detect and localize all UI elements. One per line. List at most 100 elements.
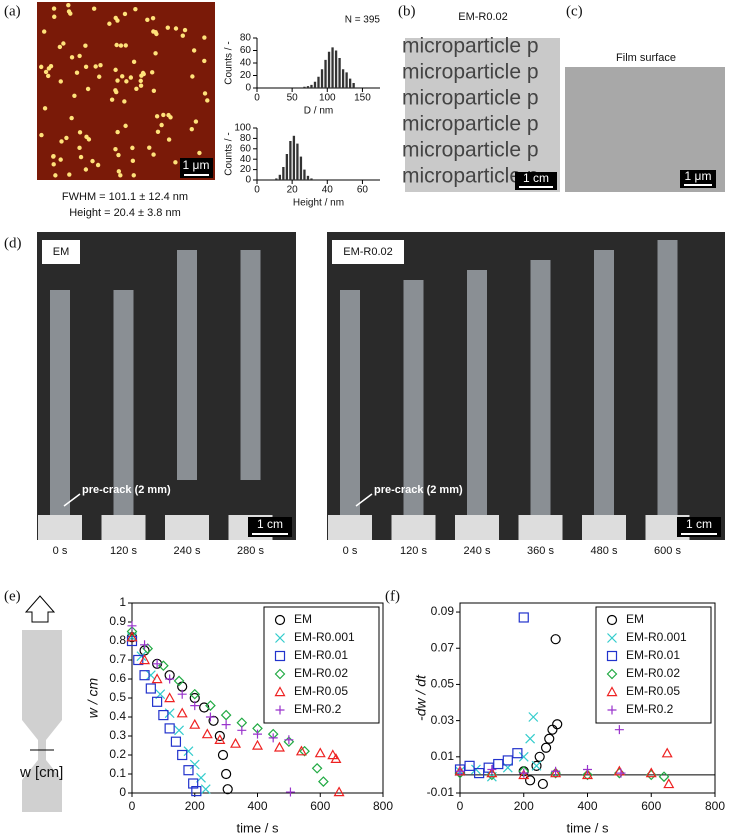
- legend-label: EM-R0.2: [626, 702, 674, 716]
- particle: [161, 112, 166, 118]
- specimen-schematic: [22, 630, 62, 812]
- bar: [275, 178, 278, 180]
- photo-text: microparticle p: [402, 113, 539, 136]
- specimen: [530, 260, 551, 520]
- time-label: 0 s: [343, 545, 358, 557]
- point: [314, 747, 326, 758]
- point: [581, 769, 594, 780]
- time-label: 360 s: [527, 545, 554, 557]
- point: [190, 701, 200, 711]
- point: [333, 786, 345, 797]
- point: [518, 751, 529, 762]
- photo-text: microparticle p: [402, 87, 539, 110]
- particle: [150, 15, 156, 21]
- point: [531, 760, 542, 771]
- point: [221, 768, 232, 780]
- particle: [130, 145, 135, 151]
- particle: [123, 43, 128, 48]
- y-tick-label: 60: [240, 143, 252, 154]
- legend-marker: [606, 668, 618, 680]
- point: [645, 767, 657, 778]
- y-tick-label: 100: [234, 123, 251, 134]
- clamp: [391, 515, 436, 540]
- bar: [345, 72, 348, 88]
- x-tick-label: 400: [577, 799, 597, 813]
- point: [237, 725, 247, 735]
- particle: [66, 9, 72, 14]
- bar: [327, 51, 331, 88]
- x-tick-label: 600: [641, 799, 661, 813]
- point: [136, 651, 147, 662]
- legend-label: EM-R0.05: [294, 684, 348, 698]
- particle: [51, 162, 56, 167]
- photo-title: Film surface: [616, 52, 676, 64]
- particle: [147, 145, 152, 150]
- particle: [57, 44, 63, 50]
- point: [145, 683, 156, 694]
- particle: [107, 21, 112, 26]
- x-tick-label: 60: [357, 185, 369, 196]
- legend-marker: [606, 650, 618, 662]
- time-label: 280 s: [237, 545, 264, 557]
- label-box: [42, 240, 80, 264]
- afm-particles: [39, 2, 210, 178]
- particle: [74, 70, 80, 75]
- point: [251, 739, 264, 750]
- particle: [39, 132, 44, 138]
- point: [177, 689, 187, 699]
- y-tick-label: 80: [240, 33, 252, 44]
- x-tick-label: 20: [287, 185, 299, 196]
- legend-marker: [275, 633, 285, 643]
- particle: [45, 73, 51, 79]
- legend-marker: [606, 614, 618, 626]
- point: [295, 745, 307, 756]
- arrow: [63, 493, 81, 507]
- chart: 0 0.1 0.2 0.3 0.4 0.5 0.6 0.7 0.8 0.9 1 0 200 400 600 8…: [85, 595, 394, 835]
- particle: [83, 43, 88, 48]
- particle: [69, 55, 75, 60]
- point: [220, 709, 232, 721]
- photo-title: EM-R0.02: [343, 246, 393, 258]
- particle: [53, 173, 58, 178]
- x-tick-label: 800: [373, 799, 393, 813]
- x-tick-label: 40: [322, 185, 334, 196]
- point: [613, 765, 625, 776]
- legend-box: [595, 606, 712, 724]
- particle: [118, 43, 124, 48]
- point: [518, 612, 529, 623]
- point: [551, 766, 561, 776]
- particle: [116, 152, 121, 158]
- y-tick-label: 0.1: [109, 766, 126, 780]
- legend-label: EM-R0.01: [294, 648, 348, 662]
- legend-box: [263, 606, 380, 724]
- annotation: pre-crack (2 mm): [374, 484, 463, 496]
- y-tick-label: 0.8: [109, 633, 126, 647]
- legend-label: EM-R0.01: [626, 648, 680, 662]
- photo-text: microparticle p: [402, 35, 539, 58]
- clamp: [101, 515, 146, 540]
- bar: [348, 78, 352, 88]
- bar: [341, 69, 345, 88]
- x-axis-title: time / s: [237, 820, 279, 835]
- particle: [51, 154, 56, 159]
- particle: [145, 17, 150, 23]
- annotation: pre-crack (2 mm): [82, 484, 171, 496]
- particle: [43, 69, 49, 75]
- fwhm-text: FWHM = 101.1 ± 12.4 nm: [62, 191, 188, 203]
- point: [327, 749, 339, 760]
- bar: [352, 83, 355, 88]
- particle: [95, 162, 101, 168]
- point: [208, 715, 219, 726]
- point: [537, 778, 548, 790]
- scale-bar-label: 1 cm: [686, 517, 712, 531]
- point: [552, 719, 563, 730]
- particle: [193, 119, 199, 124]
- y-tick-label: 0.05: [431, 677, 455, 691]
- point: [330, 753, 342, 764]
- particle: [191, 48, 197, 53]
- legend-label: EM-R0.001: [294, 630, 355, 644]
- particle: [130, 158, 136, 164]
- particle: [109, 97, 115, 102]
- particle: [151, 29, 156, 34]
